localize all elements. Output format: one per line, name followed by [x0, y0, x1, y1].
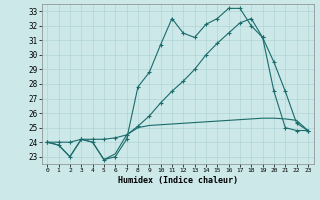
X-axis label: Humidex (Indice chaleur): Humidex (Indice chaleur) — [118, 176, 237, 185]
